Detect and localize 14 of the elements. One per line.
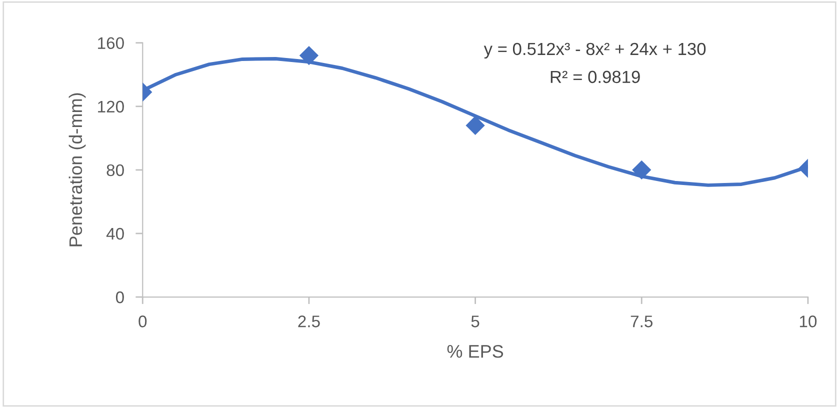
x-tick-label: 10 bbox=[800, 316, 817, 328]
y-tick-label: 120 bbox=[98, 100, 124, 113]
annotation: y = 0.512x³ - 8x² + 24x + 130 bbox=[484, 42, 706, 59]
x-tick-label: 0 bbox=[138, 316, 147, 328]
y-tick-label: 0 bbox=[116, 291, 124, 304]
x-tick-label: 7.5 bbox=[630, 316, 653, 328]
x-tick-label: 2.5 bbox=[298, 316, 320, 328]
x-tick-label: 5 bbox=[471, 316, 480, 328]
y-tick-label: 160 bbox=[98, 37, 124, 50]
y-tick-label: 40 bbox=[106, 228, 124, 240]
y-axis-title: Penetration (d-mm) bbox=[68, 93, 86, 246]
y-tick-label: 80 bbox=[106, 164, 124, 176]
x-axis-title: % EPS bbox=[447, 344, 504, 358]
annotation: R² = 0.9819 bbox=[550, 70, 640, 84]
